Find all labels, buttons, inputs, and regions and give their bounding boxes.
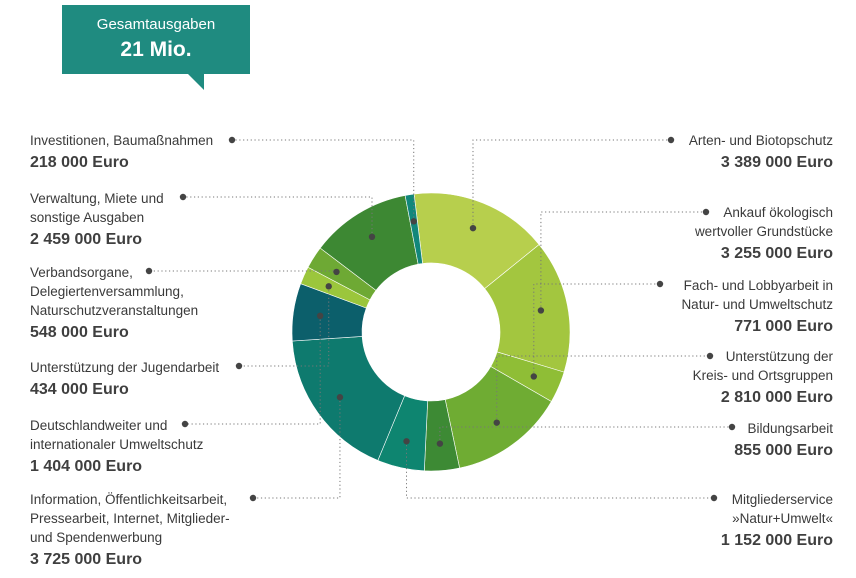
slice-label-line: Verwaltung, Miete und — [30, 191, 164, 206]
slice-label-8: Deutschlandweiter und internationaler Umw… — [30, 416, 203, 477]
slice-label-7: Information, Öffentlichkeitsarbeit, Press… — [30, 490, 230, 570]
slice-label-line: Pressearbeit, Internet, Mitglieder- — [30, 511, 230, 526]
slice-label-3: Fach- und Lobbyarbeit in Natur- und Umwel… — [681, 276, 833, 337]
slice-label-line: Deutschlandweiter und — [30, 418, 168, 433]
slice-label-line: Natur- und Umweltschutz — [681, 297, 833, 312]
label-dot-4 — [706, 352, 714, 360]
slice-label-line: Unterstützung der — [725, 349, 833, 364]
callout-tail — [188, 74, 204, 90]
slice-amount: 2 459 000 Euro — [30, 231, 143, 248]
slice-label-line: Delegiertenversammlung, — [30, 284, 184, 299]
total-label: Gesamtausgaben — [96, 16, 216, 33]
slice-label-line: Arten- und Biotopschutz — [688, 133, 833, 148]
slice-amount: 548 000 Euro — [30, 324, 129, 341]
slice-label-12: Investitionen, Baumaßnahmen 218 000 Euro — [30, 131, 213, 173]
slice-label-line: Unterstützung der Jugendarbeit — [30, 360, 220, 375]
slice-amount: 855 000 Euro — [734, 442, 833, 459]
label-dot-8 — [181, 420, 189, 428]
leader-line-3 — [533, 283, 660, 377]
slice-amount: 1 152 000 Euro — [720, 532, 833, 549]
leader-line-1 — [472, 139, 671, 229]
slice-label-5: Bildungsarbeit 855 000 Euro — [734, 419, 833, 461]
slice-dot-9 — [325, 283, 332, 290]
slice-dot-12 — [410, 218, 417, 225]
slice-label-line: Naturschutzveranstaltungen — [30, 303, 199, 318]
slice-label-line: Kreis- und Ortsgruppen — [692, 368, 833, 383]
slice-dot-4 — [493, 419, 500, 426]
slice-dot-1 — [469, 224, 477, 232]
slice-dot-10 — [333, 268, 340, 276]
slice-amount: 1 404 000 Euro — [30, 458, 143, 475]
slice-label-line: Ankauf ökologisch — [723, 205, 833, 220]
slice-dot-6 — [403, 438, 410, 445]
label-dot-11 — [179, 193, 187, 201]
slice-amount: 3 255 000 Euro — [720, 245, 833, 262]
slice-amount: 218 000 Euro — [30, 154, 129, 171]
label-dot-12 — [228, 136, 236, 144]
slice-dot-7 — [336, 394, 344, 401]
label-dot-1 — [667, 136, 675, 144]
slice-label-line: Fach- und Lobbyarbeit in — [683, 278, 833, 293]
slice-amount: 2 810 000 Euro — [720, 389, 833, 406]
slice-amount: 434 000 Euro — [30, 381, 129, 398]
slice-label-line: sonstige Ausgaben — [30, 210, 145, 225]
slice-label-line: Mitgliederservice — [731, 492, 833, 507]
slice-12 — [404, 193, 423, 265]
slice-label-line: »Natur+Umwelt« — [732, 511, 833, 526]
slice-label-line: und Spendenwerbung — [30, 530, 163, 545]
label-dot-5 — [728, 423, 736, 431]
slice-dot-8 — [316, 312, 324, 320]
slice-label-line: Investitionen, Baumaßnahmen — [30, 133, 214, 148]
slice-dot-11 — [368, 233, 376, 241]
slice-label-4: Unterstützung der Kreis- und Ortsgruppen 2… — [693, 347, 833, 408]
slice-dot-2 — [537, 307, 545, 314]
total-box: Gesamtausgaben 21 Mio. — [62, 5, 250, 74]
leader-line-8 — [185, 315, 321, 425]
slice-label-2: Ankauf ökologisch wertvoller Grundstücke 3… — [695, 203, 833, 264]
label-dot-9 — [235, 362, 243, 370]
slice-label-9: Unterstützung der Jugendarbeit 434 000 Eu… — [30, 358, 219, 400]
label-dot-10 — [145, 267, 153, 275]
slice-label-11: Verwaltung, Miete und sonstige Ausgaben 2 … — [30, 189, 164, 250]
slice-label-6: Mitgliederservice »Natur+Umwelt« 1 152 000… — [721, 490, 833, 551]
slice-label-line: internationaler Umweltschutz — [30, 437, 204, 452]
leader-line-12 — [232, 139, 415, 222]
slice-label-line: wertvoller Grundstücke — [694, 224, 833, 239]
label-dot-3 — [656, 280, 664, 288]
slice-label-line: Verbandsorgane, — [30, 265, 133, 280]
total-value: 21 Mio. — [120, 38, 192, 61]
slice-label-line: Bildungsarbeit — [747, 421, 833, 436]
slice-dot-5 — [436, 440, 444, 447]
label-dot-7 — [249, 494, 257, 502]
slice-label-line: Information, Öffentlichkeitsarbeit, — [30, 492, 228, 507]
label-dot-6 — [710, 494, 718, 502]
slice-label-10: Verbandsorgane, Delegiertenversammlung, Na… — [30, 263, 198, 343]
label-dot-2 — [702, 208, 710, 216]
slice-amount: 3 389 000 Euro — [720, 154, 833, 171]
slice-label-1: Arten- und Biotopschutz 3 389 000 Euro — [689, 131, 833, 173]
slice-dot-3 — [530, 373, 537, 380]
slice-amount: 3 725 000 Euro — [30, 551, 143, 568]
slice-amount: 771 000 Euro — [734, 318, 833, 335]
